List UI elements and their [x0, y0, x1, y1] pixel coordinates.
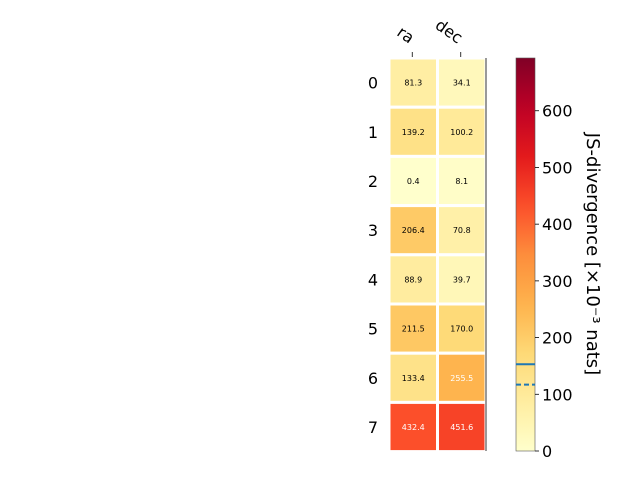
cell-value-label: 451.6 [450, 423, 473, 432]
cell-value-label: 139.2 [402, 128, 425, 137]
cell-value-label: 133.4 [402, 374, 425, 383]
colorbar-tick-label: 600 [542, 102, 573, 121]
row-label: 4 [368, 270, 378, 289]
colorbar-label: JS-divergence [×10⁻³ nats] [582, 132, 603, 375]
cell-value-label: 70.8 [453, 226, 471, 235]
colorbar-tick-label: 300 [542, 272, 573, 291]
heatmap-cell [436, 204, 488, 257]
row-labels: 0 1 2 3 4 5 6 7 [368, 74, 378, 437]
column-label: dec [432, 15, 466, 47]
cell-value-label: 432.4 [402, 423, 425, 432]
cell-value-label: 170.0 [450, 325, 473, 334]
cell-value-label: 88.9 [404, 275, 422, 284]
column-label: ra [394, 22, 418, 47]
row-label: 1 [368, 123, 378, 142]
row-label: 5 [368, 320, 378, 339]
cell-value-label: 255.5 [450, 374, 473, 383]
column-labels: ra dec [394, 15, 466, 57]
heatmap-cell [436, 400, 488, 454]
row-label: 6 [368, 369, 378, 388]
cell-value-label: 211.5 [402, 325, 425, 334]
row-label: 7 [368, 418, 378, 437]
cell-value-label: 81.3 [404, 79, 422, 88]
cell-value-label: 100.2 [450, 128, 473, 137]
cell-value-label: 8.1 [455, 177, 468, 186]
cell-value-label: 206.4 [402, 226, 425, 235]
colorbar-tick-label: 0 [542, 442, 552, 461]
row-label: 3 [368, 221, 378, 240]
colorbar-tick-label: 100 [542, 385, 573, 404]
cell-value-label: 0.4 [407, 177, 420, 186]
colorbar-tick-label: 400 [542, 215, 573, 234]
colorbar-tick-label: 200 [542, 329, 573, 348]
colorbar-tick-label: 500 [542, 158, 573, 177]
colorbar: 0 100 200 300 400 500 600 [515, 57, 573, 461]
row-label: 0 [368, 74, 378, 93]
heatmap-cell [436, 253, 488, 306]
colorbar-gradient [515, 57, 536, 452]
cell-value-label: 39.7 [453, 275, 471, 284]
cell-value-label: 34.1 [453, 79, 471, 88]
row-label: 2 [368, 172, 378, 191]
heatmap-grid: 81.3 34.1 139.2 100.2 0.4 8.1 206.4 70.8 88.9 39.… [387, 56, 488, 454]
